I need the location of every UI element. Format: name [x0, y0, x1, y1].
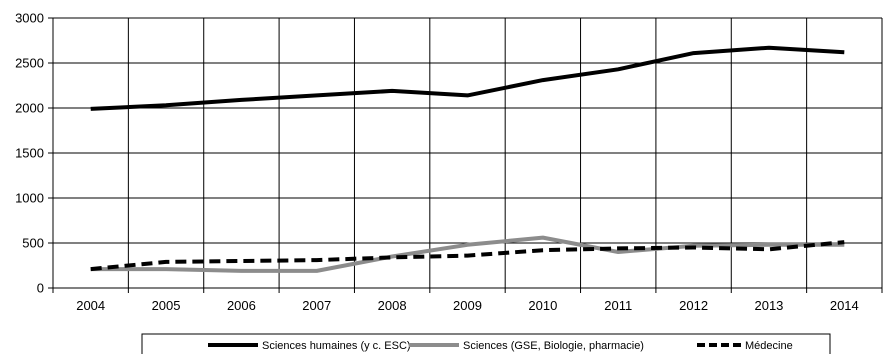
x-tick-label: 2006	[227, 298, 256, 313]
y-tick-label: 2000	[15, 101, 44, 116]
y-tick-label: 2500	[15, 56, 44, 71]
legend: Sciences humaines (y c. ESC) Sciences (GS…	[142, 334, 830, 354]
legend-label: Sciences humaines (y c. ESC)	[262, 340, 411, 352]
x-tick-label: 2005	[152, 298, 181, 313]
x-tick-label: 2012	[679, 298, 708, 313]
y-tick-label: 500	[22, 236, 44, 251]
x-tick-label: 2013	[754, 298, 783, 313]
x-tick-label: 2007	[302, 298, 331, 313]
x-tick-label: 2011	[604, 298, 632, 313]
y-tick-label: 0	[37, 281, 44, 296]
y-tick-label: 3000	[15, 11, 44, 26]
x-tick-label: 2009	[453, 298, 482, 313]
y-tick-label: 1000	[15, 191, 44, 206]
x-tick-label: 2014	[830, 298, 859, 313]
grid	[53, 18, 882, 293]
x-tick-label: 2004	[76, 298, 105, 313]
x-tick-label: 2008	[378, 298, 407, 313]
legend-label: Médecine	[745, 340, 793, 352]
legend-label: Sciences (GSE, Biologie, pharmacie)	[463, 340, 644, 352]
x-tick-label: 2010	[528, 298, 557, 313]
y-tick-label: 1500	[15, 146, 44, 161]
